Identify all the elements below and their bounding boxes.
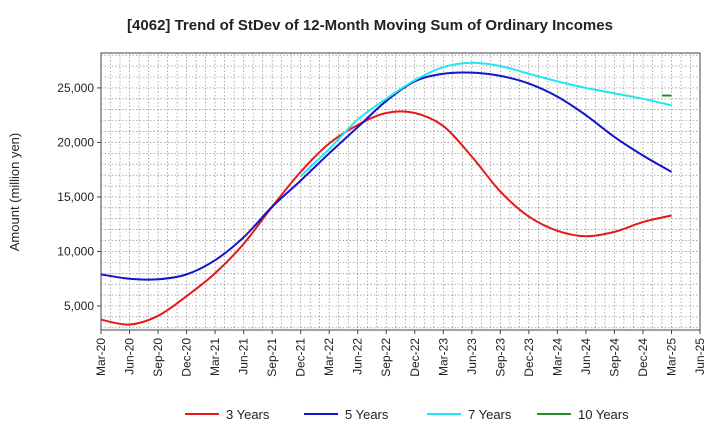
x-tick-label: Sep-24 [607,338,621,377]
x-tick-label: Dec-21 [294,338,308,377]
legend: 3 Years 5 Years 7 Years 10 Years [185,407,629,422]
x-tick-label: Dec-22 [408,338,422,377]
x-tick-label: Dec-24 [636,338,650,377]
legend-label-10-years: 10 Years [578,407,629,422]
x-tick-label: Sep-22 [379,338,393,377]
y-tick-label: 15,000 [57,190,94,204]
series-line-3-years [100,110,672,326]
y-tick-label: 10,000 [57,244,94,258]
plot-area [100,52,701,331]
x-tick-label: Dec-20 [180,338,194,377]
x-axis-ticks: Mar-20 Jun-20 Sep-20 Dec-20 Mar-21 Jun-21 Sep-… [94,330,707,377]
x-tick-label: Dec-23 [522,338,536,377]
y-tick-label: 5,000 [64,299,94,313]
y-axis-label: Amount (million yen) [7,133,22,252]
x-tick-label: Jun-24 [579,338,593,375]
grid [101,53,700,330]
legend-label-5-years: 5 Years [345,407,389,422]
legend-label-3-years: 3 Years [226,407,270,422]
series-line-7-years [299,61,672,177]
x-tick-label: Jun-22 [351,338,365,375]
x-tick-label: Mar-22 [322,338,336,376]
x-tick-label: Jun-23 [465,338,479,375]
legend-label-7-years: 7 Years [468,407,512,422]
x-tick-label: Jun-25 [693,338,707,375]
x-tick-label: Mar-24 [550,338,564,376]
y-tick-label: 25,000 [57,81,94,95]
x-tick-label: Sep-21 [265,338,279,377]
x-tick-label: Mar-25 [664,338,678,376]
series-line-5-years [100,71,672,281]
plot-frame [100,52,701,331]
x-tick-label: Mar-20 [94,338,108,376]
x-tick-label: Jun-21 [237,338,251,375]
x-tick-label: Sep-20 [151,338,165,377]
x-tick-label: Jun-20 [123,338,137,375]
series-lines [100,61,672,326]
y-tick-label: 20,000 [57,135,94,149]
chart-title: [4062] Trend of StDev of 12-Month Moving… [127,17,613,34]
y-axis-ticks: 5,000 10,000 15,000 20,000 25,000 [57,81,101,313]
x-tick-label: Mar-23 [436,338,450,376]
x-tick-label: Sep-23 [493,338,507,377]
x-tick-label: Mar-21 [208,338,222,376]
